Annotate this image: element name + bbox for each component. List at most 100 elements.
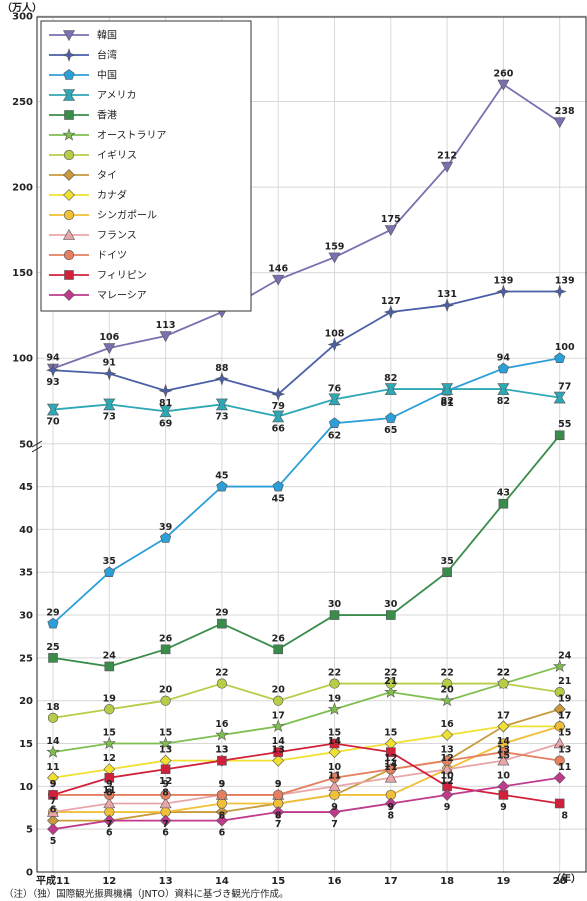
y-tick-label: 300 — [12, 12, 33, 23]
data-point — [46, 805, 60, 817]
legend-entry: ドイツ — [49, 249, 127, 262]
series-line — [52, 665, 560, 753]
data-label: 8 — [162, 787, 169, 798]
data-label: 106 — [99, 332, 119, 343]
y-unit-label: （万人） — [2, 1, 42, 14]
series-line — [52, 682, 560, 719]
x-tick-label: 12 — [102, 876, 116, 887]
legend-entry: シンガポール — [49, 210, 157, 222]
data-point — [47, 823, 59, 836]
data-label: 159 — [325, 241, 345, 252]
data-label: 22 — [497, 668, 510, 679]
legend-label: マレーシア — [97, 291, 147, 302]
data-label: 82 — [440, 396, 453, 407]
data-point — [553, 771, 566, 784]
x-tick-label: 19 — [496, 876, 510, 887]
data-point — [385, 610, 396, 620]
data-label: 13 — [215, 745, 228, 756]
data-point — [497, 383, 510, 395]
data-label: 8 — [275, 810, 282, 821]
data-point — [215, 728, 229, 741]
data-label: 62 — [328, 430, 341, 441]
legend-marker — [62, 30, 76, 42]
data-label: 25 — [46, 642, 59, 653]
data-label: 91 — [103, 358, 116, 369]
data-label: 9 — [106, 779, 113, 790]
data-label: 22 — [328, 668, 341, 679]
legend-label: 韓国 — [97, 30, 117, 42]
data-label: 212 — [437, 151, 457, 162]
data-point — [328, 746, 341, 759]
data-point — [328, 780, 341, 792]
legend-entry: マレーシア — [49, 289, 147, 302]
legend-label: 香港 — [97, 110, 117, 122]
data-label: 11 — [558, 762, 571, 773]
data-point — [496, 284, 511, 299]
data-label: 9 — [50, 779, 57, 790]
data-point — [272, 480, 284, 492]
legend: 韓国台湾中国アメリカ香港オーストラリアイギリスタイカナダシンガポールフランスドイ… — [40, 20, 252, 312]
data-point — [217, 755, 227, 766]
y-tick-label: 100 — [12, 354, 33, 365]
data-label: 82 — [384, 373, 397, 384]
data-label: 19 — [558, 693, 571, 704]
source-note: （注）（独）国際観光振興機構（JNTO）資料に基づき観光庁作成。 — [4, 889, 289, 900]
data-point — [102, 366, 117, 381]
data-point — [48, 790, 58, 800]
data-label: 20 — [272, 685, 286, 696]
data-point — [216, 798, 227, 809]
data-label: 18 — [46, 702, 60, 713]
y-tick-label: 200 — [12, 183, 33, 194]
y-tick-label: 30 — [19, 611, 33, 622]
data-label: 13 — [497, 745, 510, 756]
series-香港 — [48, 430, 565, 672]
legend-marker — [63, 289, 75, 301]
data-point — [46, 363, 60, 378]
data-label: 17 — [558, 710, 571, 721]
data-point — [554, 755, 565, 766]
data-point — [104, 772, 115, 783]
legend-entry: フランス — [49, 228, 137, 242]
data-point — [271, 719, 285, 733]
data-point — [271, 387, 286, 402]
data-point — [273, 644, 284, 655]
data-label: 139 — [555, 276, 575, 287]
data-label: 6 — [219, 828, 226, 839]
data-point — [215, 814, 228, 827]
legend-marker — [63, 149, 75, 161]
data-point — [554, 687, 565, 698]
data-label: 11 — [328, 770, 341, 781]
x-tick-label: 20 — [553, 876, 567, 887]
data-label: 15 — [103, 728, 116, 739]
data-point — [215, 398, 228, 411]
data-point — [47, 617, 59, 629]
data-label: 88 — [215, 363, 229, 374]
data-point — [498, 678, 509, 689]
y-tick-label: 150 — [12, 268, 33, 279]
data-point — [554, 430, 565, 441]
data-label: 8 — [219, 810, 226, 821]
data-label: 15 — [497, 751, 510, 762]
grid — [37, 15, 587, 873]
data-point — [440, 298, 455, 313]
y-tick-label: 35 — [19, 568, 33, 579]
series-line — [52, 742, 560, 813]
data-label: 13 — [272, 745, 285, 756]
legend-label: ドイツ — [97, 251, 127, 262]
data-label: 35 — [440, 556, 453, 567]
data-point — [554, 798, 565, 809]
x-tick-label: 16 — [328, 876, 342, 887]
data-label: 55 — [558, 419, 571, 430]
series-line — [52, 290, 560, 396]
data-label: 45 — [272, 494, 285, 505]
data-point — [552, 284, 567, 299]
x-tick-label: 14 — [215, 876, 229, 887]
data-label: 13 — [215, 745, 228, 756]
data-label: 22 — [215, 668, 228, 679]
data-label: 20 — [440, 685, 454, 696]
data-point — [46, 403, 60, 416]
data-label: 9 — [162, 779, 169, 790]
data-point — [497, 79, 510, 91]
data-label: 22 — [440, 668, 453, 679]
x-tick-label: 13 — [159, 876, 173, 887]
